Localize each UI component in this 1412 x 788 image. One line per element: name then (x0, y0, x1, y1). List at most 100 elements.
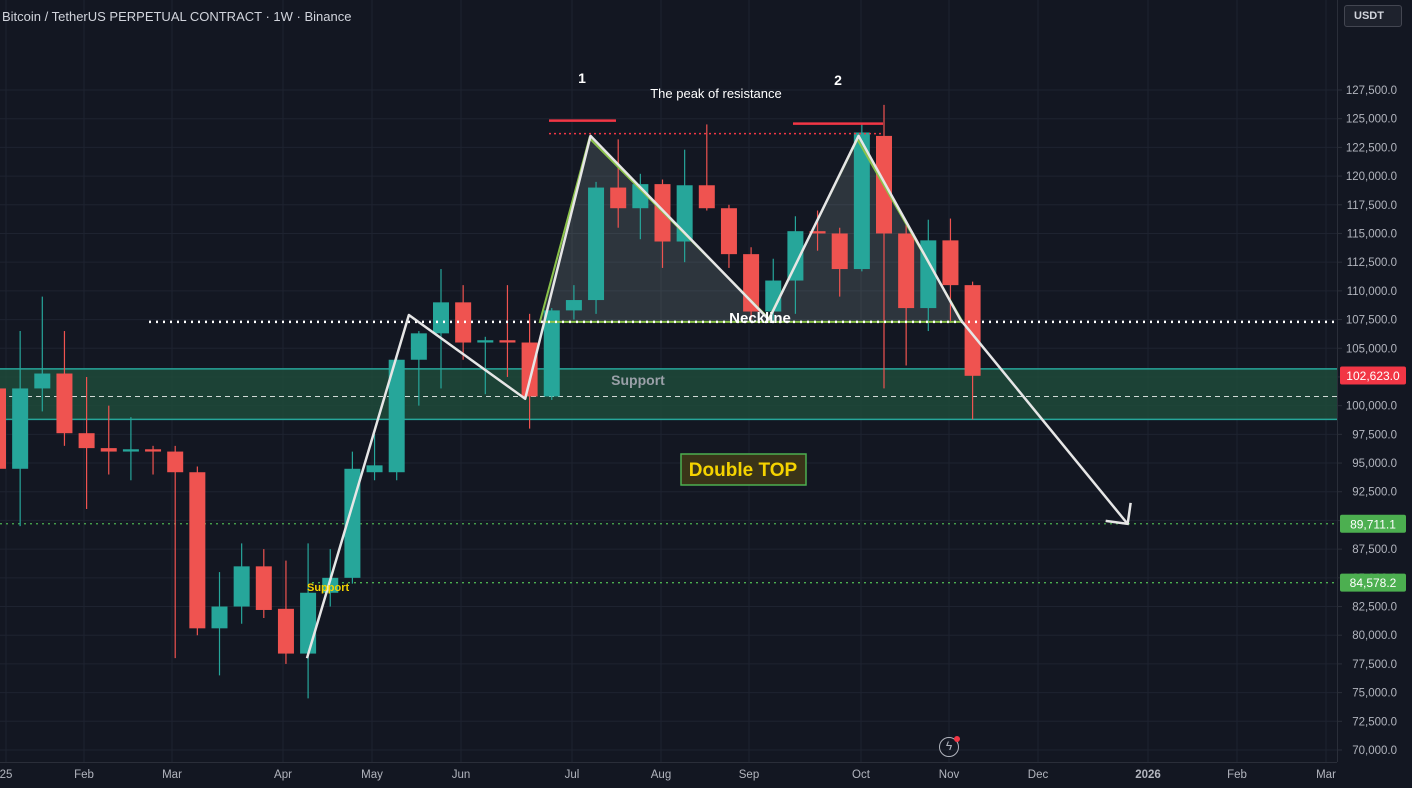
candle-body (477, 340, 494, 343)
time-tick-label: Nov (939, 769, 960, 781)
price-tick-label: 105,000.0 (1346, 343, 1397, 355)
double-top-label: Double TOP (689, 460, 798, 481)
candle-body (521, 342, 538, 397)
price-tick-label: 107,500.0 (1346, 315, 1397, 327)
candle-body (610, 187, 627, 209)
price-tick-label: 70,000.0 (1352, 745, 1397, 757)
time-tick-label: Jul (565, 769, 580, 781)
candle-body (277, 608, 294, 654)
candle-body (433, 302, 449, 334)
candle-body (964, 285, 981, 376)
price-tick-label: 110,000.0 (1347, 286, 1397, 298)
price-badge (1340, 573, 1406, 592)
chart-title: Bitcoin / TetherUS PERPETUAL CONTRACT · … (2, 9, 352, 24)
candle-body (388, 359, 405, 473)
flash-icon[interactable]: ϟ (939, 736, 960, 757)
candles (0, 104, 981, 699)
candle-body (787, 231, 804, 281)
support-zone-label: Support (611, 372, 665, 388)
candle-body (698, 185, 715, 209)
price-axis: 70,000.0 72,500.0 75,000.0 77,500.0 80,000.0… (1337, 0, 1412, 788)
time-tick-label: Aug (651, 769, 671, 781)
price-tick-label: 72,500.0 (1352, 716, 1397, 728)
price-badge-text: 89,711.1 (1350, 517, 1396, 531)
candle-body (255, 566, 272, 610)
price-badge (1340, 514, 1406, 533)
alert-dot-icon (954, 736, 960, 742)
price-tick-label: 122,500.0 (1346, 142, 1397, 154)
candle-body (410, 333, 427, 360)
candle-body (543, 310, 560, 397)
price-tick-label: 80,000.0 (1352, 630, 1397, 642)
price-tick-label: 127,500.0 (1346, 85, 1397, 97)
arrow-head (1105, 502, 1132, 526)
candle-body (233, 566, 250, 607)
lower-support-label: Support (307, 582, 349, 594)
time-tick-label: 2026 (1135, 769, 1161, 781)
candle-body (565, 300, 582, 311)
candle-body (588, 187, 605, 301)
time-tick-label: Dec (1028, 769, 1049, 781)
price-tick-label: 117,500.0 (1347, 200, 1397, 212)
price-tick-label: 125,000.0 (1346, 114, 1397, 126)
price-tick-label: 82,500.0 (1352, 602, 1397, 614)
time-tick-label: May (361, 769, 383, 781)
candle-body (499, 340, 516, 343)
double-top-box (680, 453, 807, 486)
time-tick-label: Jun (452, 769, 471, 781)
price-tick-label: 115,000.0 (1347, 228, 1397, 240)
currency-button[interactable]: USDT (1344, 5, 1402, 27)
candle-body (831, 233, 848, 270)
time-tick-label: Mar (1316, 769, 1336, 781)
zigzag-projection (305, 134, 1129, 659)
time-tick-label: Feb (74, 769, 94, 781)
time-axis-bg (0, 762, 1337, 788)
price-badge-text: 84,578.2 (1350, 576, 1397, 590)
price-tick-label: 100,000.0 (1346, 401, 1397, 413)
peak-1-label: 1 (578, 70, 586, 86)
candle-body (56, 373, 73, 434)
price-tick-label: 120,000.0 (1346, 171, 1397, 183)
price-tick-label: 77,500.0 (1352, 659, 1397, 671)
candle-body (366, 465, 383, 473)
peak-2-label: 2 (834, 72, 842, 88)
candle-body (122, 449, 139, 452)
support-zone (0, 368, 1337, 420)
price-axis-bg (1337, 0, 1412, 788)
candle-body (34, 373, 51, 389)
candle-body (720, 208, 737, 255)
time-tick-label: Apr (274, 769, 292, 781)
candle-body (942, 240, 959, 286)
candle-body (853, 132, 870, 270)
time-tick-label: Sep (739, 769, 759, 781)
time-tick-label: 25 (0, 769, 12, 781)
candle-body (0, 388, 6, 469)
candle-body (145, 449, 162, 452)
neckline-label: Neckline (729, 310, 791, 327)
price-tick-label: 92,500.0 (1352, 487, 1397, 499)
candle-body (167, 451, 184, 473)
candle-body (211, 606, 228, 629)
price-badge (1340, 366, 1406, 385)
candle-body (189, 472, 206, 629)
price-tick-label: 87,500.0 (1352, 544, 1397, 556)
candle-body (898, 233, 915, 309)
candle-body (455, 302, 472, 343)
price-tick-label: 112,500.0 (1347, 257, 1397, 269)
time-axis: 25 Feb Mar Apr May Jun Jul Aug Sep Oct Nov Dec 2026 F… (0, 762, 1337, 788)
price-tick-label: 75,000.0 (1352, 688, 1397, 700)
candle-body (300, 592, 317, 654)
candle-body (78, 433, 95, 449)
candle-body (12, 388, 29, 469)
resistance-label: The peak of resistance (650, 86, 782, 101)
time-tick-label: Mar (162, 769, 182, 781)
price-badge-text: 102,623.0 (1346, 369, 1400, 383)
plot-area: 1 2 The peak of resistance Neckline Support S… (0, 70, 1337, 699)
candle-body (100, 448, 117, 452)
time-tick-label: Oct (852, 769, 871, 781)
time-tick-label: Feb (1227, 769, 1247, 781)
price-tick-label: 97,500.0 (1352, 429, 1397, 441)
candle-body (809, 231, 826, 234)
